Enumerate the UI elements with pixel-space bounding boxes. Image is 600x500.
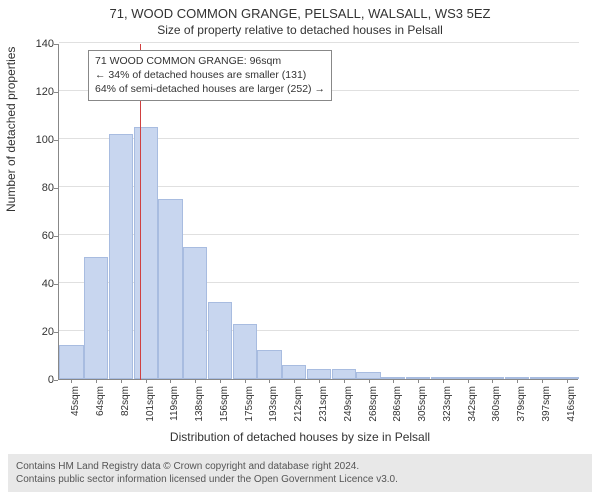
histogram-chart: 71, WOOD COMMON GRANGE, PELSALL, WALSALL…	[0, 0, 600, 500]
annotation-line-2: ← 34% of detached houses are smaller (13…	[95, 68, 325, 82]
x-tick-mark	[443, 379, 444, 383]
histogram-bar	[84, 257, 108, 379]
histogram-bar	[183, 247, 207, 379]
x-tick-mark	[245, 379, 246, 383]
histogram-bar	[332, 369, 356, 379]
chart-title-sub: Size of property relative to detached ho…	[0, 21, 600, 37]
x-tick-mark	[195, 379, 196, 383]
x-tick-mark	[96, 379, 97, 383]
x-tick-mark	[517, 379, 518, 383]
x-tick-mark	[542, 379, 543, 383]
x-tick-mark	[71, 379, 72, 383]
x-tick-mark	[269, 379, 270, 383]
histogram-bar	[356, 372, 380, 379]
annotation-box: 71 WOOD COMMON GRANGE: 96sqm ← 34% of de…	[88, 50, 332, 101]
x-tick-mark	[220, 379, 221, 383]
x-tick-mark	[393, 379, 394, 383]
histogram-bar	[208, 302, 232, 379]
x-tick-mark	[170, 379, 171, 383]
y-tick-label: 60	[24, 230, 54, 242]
y-tick-label: 120	[24, 86, 54, 98]
x-tick-mark	[468, 379, 469, 383]
y-tick-label: 80	[24, 182, 54, 194]
annotation-line-1: 71 WOOD COMMON GRANGE: 96sqm	[95, 54, 325, 68]
histogram-bar	[109, 134, 133, 379]
attribution-line-2: Contains public sector information licen…	[16, 473, 584, 486]
x-tick-mark	[369, 379, 370, 383]
x-tick-mark	[418, 379, 419, 383]
histogram-bar	[59, 345, 83, 379]
x-axis-label: Distribution of detached houses by size …	[0, 430, 600, 444]
histogram-bar	[282, 365, 306, 379]
annotation-line-3: 64% of semi-detached houses are larger (…	[95, 82, 325, 96]
x-tick-mark	[319, 379, 320, 383]
attribution-box: Contains HM Land Registry data © Crown c…	[8, 454, 592, 492]
y-tick-label: 20	[24, 326, 54, 338]
x-tick-mark	[121, 379, 122, 383]
x-tick-mark	[567, 379, 568, 383]
attribution-line-1: Contains HM Land Registry data © Crown c…	[16, 460, 584, 473]
y-tick-label: 0	[24, 374, 54, 386]
x-tick-mark	[146, 379, 147, 383]
y-tick-label: 40	[24, 278, 54, 290]
x-tick-mark	[344, 379, 345, 383]
y-tick-label: 140	[24, 38, 54, 50]
x-tick-mark	[294, 379, 295, 383]
histogram-bar	[257, 350, 281, 379]
x-tick-mark	[492, 379, 493, 383]
histogram-bar	[233, 324, 257, 379]
y-tick-mark	[54, 380, 58, 381]
histogram-bar	[134, 127, 158, 379]
y-axis-label: Number of detached properties	[4, 47, 18, 212]
y-tick-label: 100	[24, 134, 54, 146]
gridline	[59, 42, 579, 43]
histogram-bar	[158, 199, 182, 379]
histogram-bar	[307, 369, 331, 379]
chart-title-main: 71, WOOD COMMON GRANGE, PELSALL, WALSALL…	[0, 0, 600, 21]
